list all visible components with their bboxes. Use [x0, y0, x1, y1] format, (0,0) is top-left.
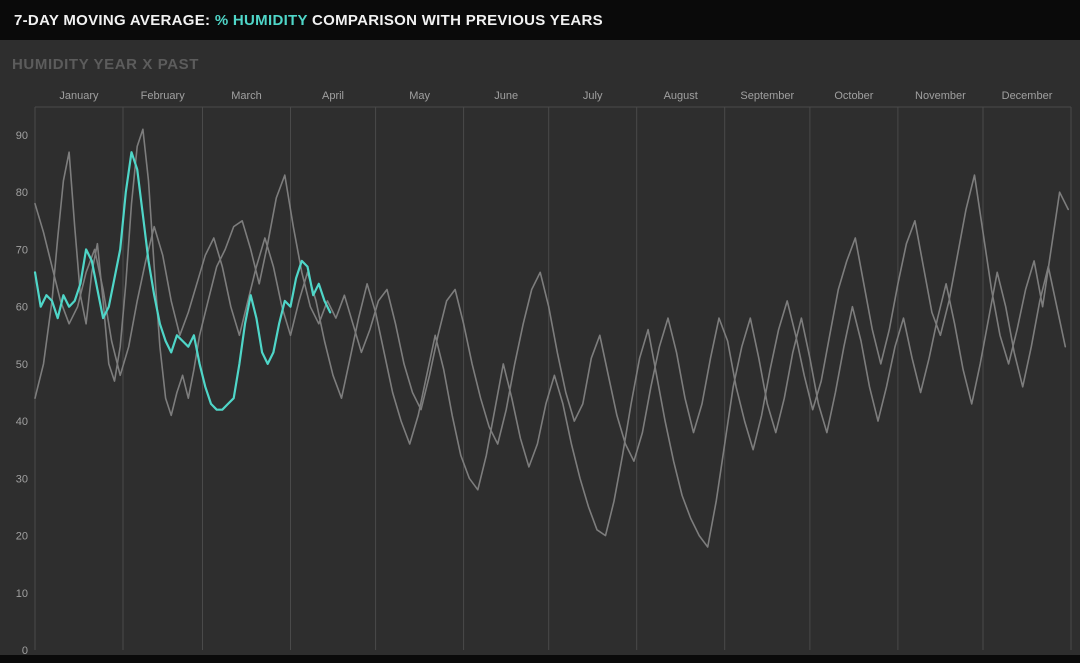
bottom-bar	[0, 655, 1080, 663]
month-label: January	[59, 90, 99, 102]
y-axis-tick-label: 20	[16, 531, 28, 543]
title-bar: 7-DAY MOVING AVERAGE: % HUMIDITY COMPARI…	[0, 0, 1080, 40]
month-label: March	[231, 90, 262, 102]
month-label: May	[409, 90, 430, 102]
month-label: February	[141, 90, 186, 102]
chart-subtitle: HUMIDITY YEAR X PAST	[12, 56, 200, 73]
page-title: 7-DAY MOVING AVERAGE: % HUMIDITY COMPARI…	[14, 12, 603, 29]
page-title-prefix: 7-DAY MOVING AVERAGE:	[14, 11, 215, 29]
page-title-highlight: % HUMIDITY	[214, 11, 308, 29]
page-title-suffix: COMPARISON WITH PREVIOUS YEARS	[307, 11, 603, 29]
y-axis-tick-label: 30	[16, 473, 28, 485]
month-label: September	[740, 90, 794, 102]
y-axis-tick-label: 90	[16, 130, 28, 142]
y-axis-tick-label: 80	[16, 187, 28, 199]
y-axis-tick-label: 40	[16, 416, 28, 428]
humidity-line-chart[interactable]: January February March April May June July Augu…	[0, 85, 1080, 655]
series-past-year-1[interactable]	[34, 128, 1069, 463]
month-label: November	[915, 90, 966, 102]
month-label: October	[834, 90, 873, 102]
y-axis-tick-label: 0	[22, 645, 28, 655]
y-axis-tick-label: 70	[16, 244, 28, 256]
month-label: June	[494, 90, 518, 102]
y-axis-tick-label: 10	[16, 588, 28, 600]
chart-header: HUMIDITY YEAR X PAST	[0, 40, 1080, 85]
month-label: December	[1002, 90, 1053, 102]
y-axis-tick-label: 50	[16, 359, 28, 371]
series-past-year-2[interactable]	[34, 202, 1067, 548]
month-label: July	[583, 90, 603, 102]
month-label: August	[664, 90, 698, 102]
y-axis-tick-label: 60	[16, 302, 28, 314]
month-label: April	[322, 90, 344, 102]
series-current-year[interactable]	[33, 151, 332, 411]
